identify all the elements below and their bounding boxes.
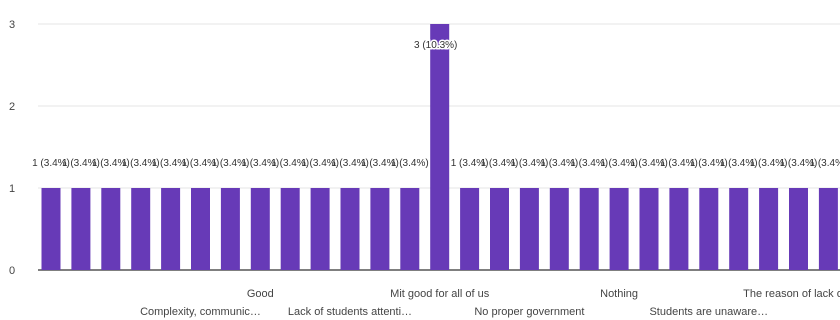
x-category-label-4: No proper government xyxy=(474,306,584,318)
y-tick-label: 2 xyxy=(9,101,15,113)
x-axis-categories: Complexity, communic… Good Lack of student… xyxy=(140,288,840,318)
y-tick-label: 3 xyxy=(9,19,15,31)
data-label-16: 1 (3.4%) xyxy=(511,158,549,169)
y-axis-ticks: 0 1 2 3 xyxy=(9,19,15,277)
data-label-19: 1 (3.4%) xyxy=(600,158,638,169)
bar-23 xyxy=(729,188,749,270)
bar-4 xyxy=(161,188,181,270)
y-tick-label: 1 xyxy=(9,183,15,195)
bar-22 xyxy=(699,188,719,270)
data-label-24: 1 (3.4%) xyxy=(750,158,788,169)
bar-3 xyxy=(131,188,151,270)
bar-2 xyxy=(101,188,121,270)
bar-1 xyxy=(71,188,91,270)
data-label-7: 1 (3.4%) xyxy=(241,158,279,169)
data-label-17: 1 (3.4%) xyxy=(540,158,578,169)
bar-21 xyxy=(669,188,689,270)
data-label-9: 1 (3.4%) xyxy=(301,158,339,169)
bar-25 xyxy=(789,188,808,270)
data-label-21: 1 (3.4%) xyxy=(660,158,698,169)
data-label-11: 1 (3.4%) xyxy=(361,158,399,169)
bar-16 xyxy=(519,188,539,270)
data-label-13: 3 (10.3%) xyxy=(414,40,457,51)
data-label-4: 1 (3.4%) xyxy=(152,158,190,169)
bar-14 xyxy=(460,188,480,270)
data-label-12: 1 (3.4%) xyxy=(391,158,429,169)
x-category-label-1: Good xyxy=(247,288,274,300)
data-label-6: 1 (3.4%) xyxy=(212,158,250,169)
x-category-label-0: Complexity, communic… xyxy=(140,306,261,318)
data-label-10: 1 (3.4%) xyxy=(331,158,369,169)
bar-24 xyxy=(759,188,779,270)
bar-10 xyxy=(340,188,360,270)
data-label-8: 1 (3.4%) xyxy=(271,158,309,169)
bar-20 xyxy=(639,188,659,270)
bar-11 xyxy=(370,188,390,270)
bar-15 xyxy=(490,188,509,270)
bar-18 xyxy=(579,188,599,270)
bar-17 xyxy=(549,188,569,270)
data-label-14: 1 (3.4%) xyxy=(451,158,489,169)
data-labels: 1 (3.4%)1 (3.4%)1 (3.4%)1 (3.4%)1 (3.4%)… xyxy=(32,39,840,170)
bars xyxy=(41,24,838,270)
bar-6 xyxy=(220,188,240,270)
data-label-0: 1 (3.4%) xyxy=(32,158,70,169)
data-label-1: 1 (3.4%) xyxy=(62,158,100,169)
data-label-3: 1 (3.4%) xyxy=(122,158,160,169)
data-label-22: 1 (3.4%) xyxy=(690,158,728,169)
data-label-23: 1 (3.4%) xyxy=(720,158,758,169)
x-category-label-2: Lack of students attenti… xyxy=(288,306,412,318)
data-label-25: 1 (3.4%) xyxy=(780,158,818,169)
bar-26 xyxy=(818,188,838,270)
y-tick-label: 0 xyxy=(9,265,15,277)
bar-13 xyxy=(430,24,450,270)
bar-12 xyxy=(400,188,420,270)
bar-0 xyxy=(41,188,61,270)
bar-9 xyxy=(310,188,330,270)
data-label-20: 1 (3.4%) xyxy=(630,158,668,169)
bar-7 xyxy=(250,188,270,270)
data-label-26: 1 (3.4%) xyxy=(810,158,840,169)
bar-5 xyxy=(191,188,210,270)
data-label-5: 1 (3.4%) xyxy=(182,158,220,169)
x-category-label-3: Mit good for all of us xyxy=(390,288,490,300)
x-category-label-6: Students are unaware… xyxy=(649,306,768,318)
x-category-label-5: Nothing xyxy=(600,288,638,300)
data-label-18: 1 (3.4%) xyxy=(570,158,608,169)
bar-8 xyxy=(280,188,300,270)
x-category-label-7: The reason of lack o… xyxy=(743,288,840,300)
bar-19 xyxy=(609,188,629,270)
data-label-2: 1 (3.4%) xyxy=(92,158,130,169)
data-label-15: 1 (3.4%) xyxy=(481,158,519,169)
